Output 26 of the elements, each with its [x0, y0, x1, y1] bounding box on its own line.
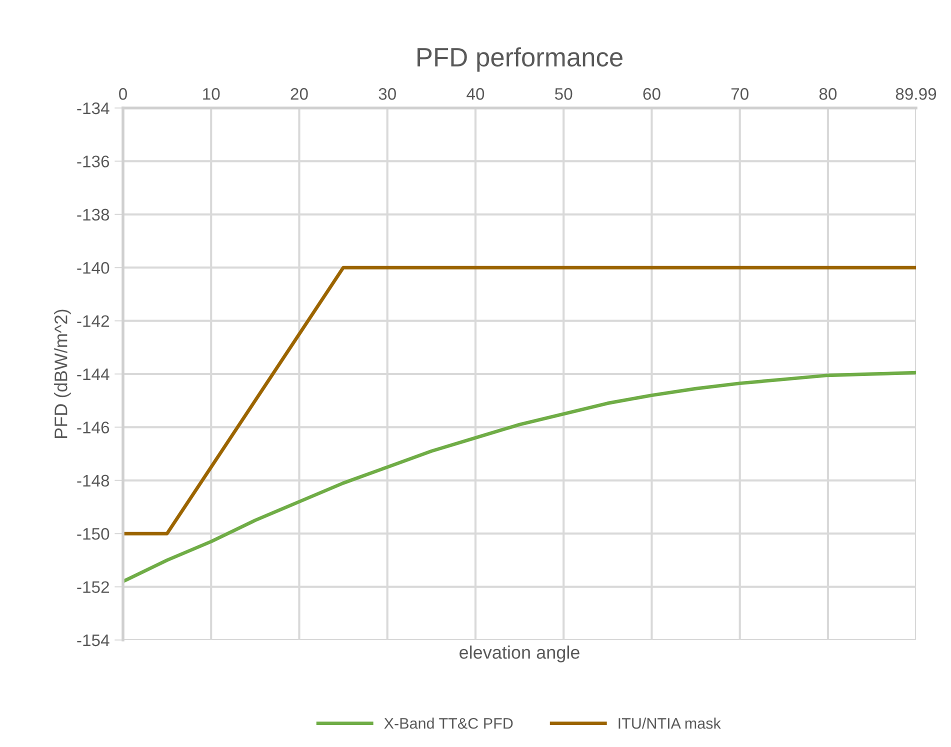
- x-tick-label: 20: [290, 88, 308, 100]
- y-tick-label: -142: [77, 315, 109, 327]
- x-tick-label: 80: [819, 88, 837, 100]
- x-tick-label: 10: [203, 88, 220, 100]
- x-tick-label: 0: [119, 88, 127, 100]
- x-axis-title: elevation angle: [460, 646, 580, 662]
- y-tick-label: -148: [77, 474, 110, 487]
- x-tick-label: 50: [555, 88, 572, 100]
- x-tick-label: 89.99: [896, 88, 936, 100]
- y-tick-label: -150: [77, 528, 110, 540]
- chart-title: PFD performance: [418, 47, 622, 72]
- x-tick-label: 40: [466, 88, 484, 100]
- y-axis-title: PFD (dBW/m^2): [54, 310, 71, 438]
- y-tick-label: -140: [77, 262, 110, 274]
- y-tick-label: -154: [77, 634, 110, 646]
- x-tick-label: 30: [378, 88, 396, 100]
- y-tick-label: -138: [77, 208, 110, 221]
- y-tick-label: -134: [77, 102, 110, 114]
- legend-label: X-Band TT&C PFD: [384, 718, 513, 729]
- y-tick-label: -146: [77, 422, 110, 434]
- x-tick-label: 60: [643, 88, 660, 100]
- x-tick-label: 70: [731, 88, 748, 100]
- y-tick-label: -152: [77, 581, 109, 594]
- y-tick-label: -144: [77, 368, 110, 380]
- legend-label: ITU/NTIA mask: [618, 718, 721, 729]
- y-tick-label: -136: [77, 156, 110, 168]
